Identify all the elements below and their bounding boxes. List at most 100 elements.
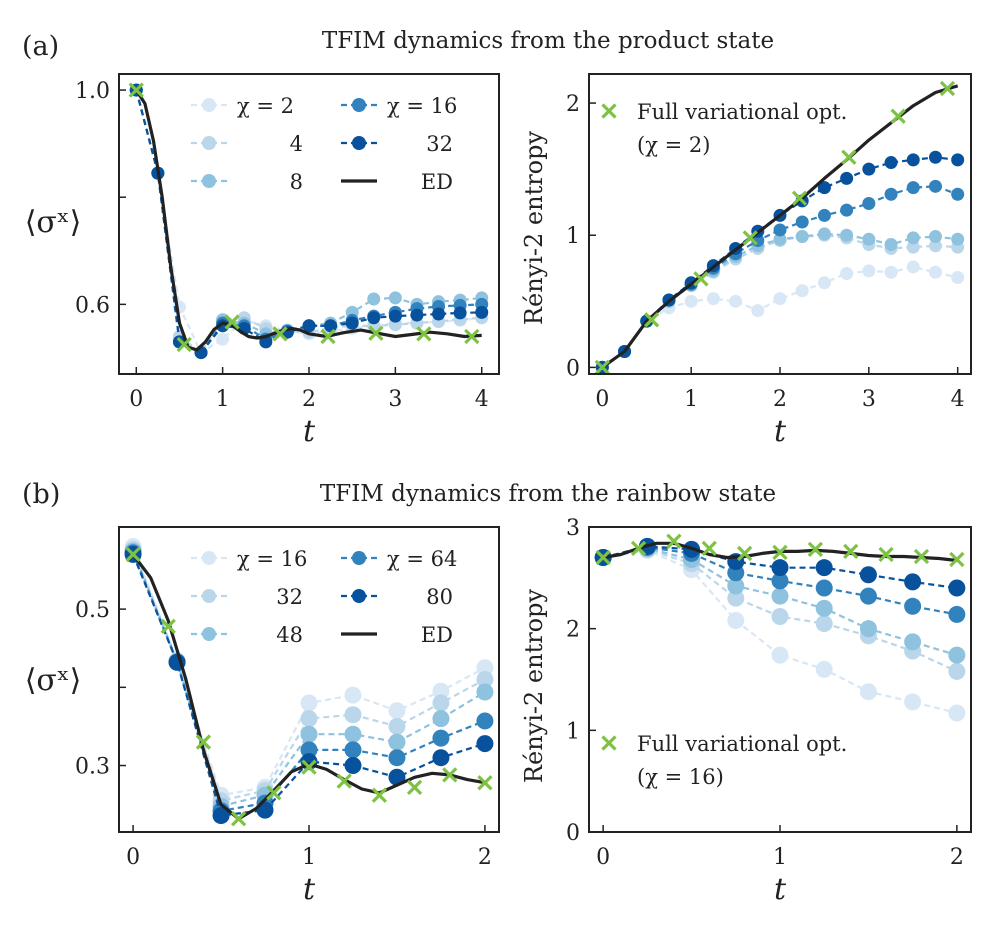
data-point — [453, 306, 467, 320]
data-point — [948, 646, 966, 664]
data-point — [706, 292, 720, 306]
series-line — [602, 547, 958, 657]
panel-a-label: (a) — [22, 31, 59, 62]
legend-label: (χ = 16) — [637, 765, 724, 789]
data-point — [928, 150, 942, 164]
y-tick-label: 1 — [566, 224, 580, 249]
y-axis-label: Rényi-2 entropy — [520, 589, 548, 784]
data-point — [928, 230, 942, 244]
data-point — [773, 292, 787, 306]
x-tick-label: 2 — [950, 845, 964, 870]
full-var-point — [176, 336, 192, 353]
data-point — [388, 702, 406, 720]
series-line — [135, 89, 482, 354]
full-var-point — [701, 540, 717, 556]
panel-b-title: TFIM dynamics from the rainbow state — [320, 481, 776, 507]
series-line — [135, 89, 482, 355]
data-point — [815, 599, 833, 617]
legend-marker — [202, 98, 216, 112]
x-tick-label: 0 — [129, 387, 143, 412]
plot-area — [594, 533, 966, 722]
data-point — [795, 284, 809, 298]
legend-marker — [352, 551, 366, 565]
legend-label: χ = 16 — [387, 94, 457, 118]
series-line — [135, 89, 482, 355]
data-point — [773, 232, 787, 246]
x-tick-label: 2 — [302, 387, 316, 412]
data-point — [928, 239, 942, 253]
data-point — [771, 607, 789, 625]
y-tick-label: 3 — [566, 516, 580, 541]
x-tick-label: 0 — [126, 845, 140, 870]
data-point — [817, 181, 831, 195]
y-tick-label: 2 — [566, 92, 580, 117]
x-tick-label: 2 — [478, 845, 492, 870]
full-var-point — [464, 328, 480, 345]
axes-frame — [118, 73, 500, 375]
data-point — [388, 717, 406, 735]
full-var-point — [371, 787, 388, 803]
data-point — [884, 237, 898, 251]
axes-frame — [588, 73, 972, 375]
data-point — [367, 292, 381, 306]
data-point — [476, 735, 494, 753]
data-point — [948, 704, 966, 722]
data-point — [300, 710, 318, 728]
data-point — [862, 197, 876, 211]
data-point — [432, 694, 450, 712]
data-point — [300, 694, 318, 712]
series-line — [601, 156, 958, 369]
data-point — [476, 712, 494, 730]
data-point — [951, 271, 965, 285]
data-point — [815, 660, 833, 678]
y-axis-label: ⟨σˣ⟩ — [25, 205, 82, 240]
data-point — [795, 215, 809, 229]
ed-line — [131, 553, 486, 821]
data-point — [904, 597, 922, 615]
full-var-point — [643, 312, 660, 328]
data-point — [906, 153, 920, 167]
series-full-variational-opt-16- — [595, 533, 965, 568]
legend-full-var-marker — [601, 735, 617, 751]
data-point — [432, 307, 446, 321]
data-point — [884, 187, 898, 201]
legend-label: (χ = 2) — [637, 133, 710, 157]
x-axis-label: t — [303, 414, 316, 449]
full-var-point — [630, 540, 647, 556]
legend-marker — [352, 136, 366, 150]
data-point — [840, 171, 854, 185]
legend-label: 4 — [290, 132, 303, 156]
data-point — [906, 181, 920, 195]
data-point — [904, 573, 922, 591]
full-var-point — [693, 271, 709, 287]
data-point — [815, 579, 833, 597]
full-var-point — [416, 326, 432, 342]
legend-label: 80 — [426, 585, 453, 609]
data-point — [906, 260, 920, 274]
data-point — [344, 757, 362, 775]
data-point — [432, 682, 450, 700]
data-point — [432, 729, 450, 747]
legend-label: ED — [421, 170, 453, 194]
legend-full-var-marker — [601, 103, 617, 119]
x-tick-label: 1 — [302, 845, 316, 870]
y-tick-label: 0.6 — [75, 293, 110, 318]
full-var-point — [406, 779, 423, 796]
data-point — [344, 725, 362, 743]
data-point — [212, 807, 230, 825]
series-full-variational-opt-2- — [128, 82, 480, 353]
data-point — [475, 305, 489, 319]
x-tick-label: 4 — [475, 387, 489, 412]
full-var-point — [742, 230, 758, 246]
data-point — [324, 319, 338, 333]
plot-area — [594, 80, 965, 374]
y-tick-label: 1 — [566, 719, 580, 744]
data-point — [951, 153, 965, 167]
y-axis-label: ⟨σˣ⟩ — [25, 663, 82, 698]
axes-frame — [588, 526, 972, 833]
series-ed — [131, 553, 486, 821]
full-var-point — [772, 544, 788, 561]
legend-label: 32 — [276, 585, 303, 609]
data-point — [216, 332, 230, 346]
